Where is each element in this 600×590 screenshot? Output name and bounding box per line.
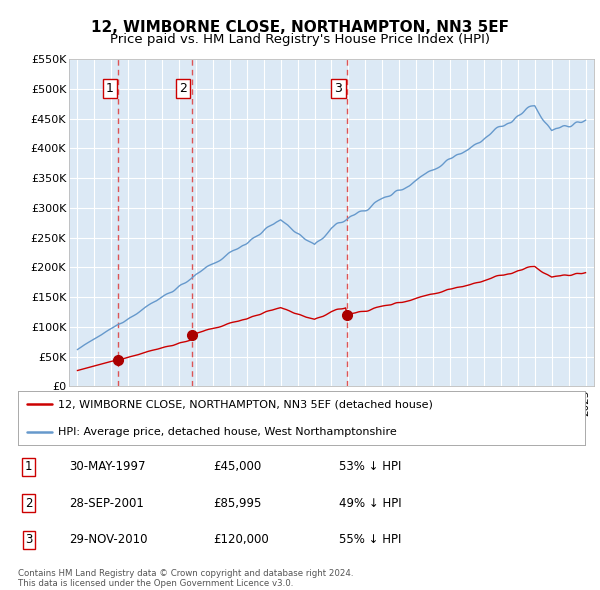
Text: 28-SEP-2001: 28-SEP-2001 bbox=[69, 497, 144, 510]
Text: 12, WIMBORNE CLOSE, NORTHAMPTON, NN3 5EF: 12, WIMBORNE CLOSE, NORTHAMPTON, NN3 5EF bbox=[91, 20, 509, 35]
Text: 29-NOV-2010: 29-NOV-2010 bbox=[69, 533, 148, 546]
Text: 2: 2 bbox=[25, 497, 32, 510]
Text: 30-MAY-1997: 30-MAY-1997 bbox=[69, 460, 146, 473]
Text: £120,000: £120,000 bbox=[213, 533, 269, 546]
Text: 49% ↓ HPI: 49% ↓ HPI bbox=[339, 497, 401, 510]
Text: 3: 3 bbox=[25, 533, 32, 546]
Text: 2: 2 bbox=[179, 82, 187, 95]
Text: Price paid vs. HM Land Registry's House Price Index (HPI): Price paid vs. HM Land Registry's House … bbox=[110, 33, 490, 46]
Text: 1: 1 bbox=[25, 460, 32, 473]
Text: Contains HM Land Registry data © Crown copyright and database right 2024.
This d: Contains HM Land Registry data © Crown c… bbox=[18, 569, 353, 588]
Text: 3: 3 bbox=[335, 82, 343, 95]
Text: £45,000: £45,000 bbox=[213, 460, 261, 473]
Text: HPI: Average price, detached house, West Northamptonshire: HPI: Average price, detached house, West… bbox=[58, 427, 397, 437]
Text: £85,995: £85,995 bbox=[213, 497, 262, 510]
Text: 55% ↓ HPI: 55% ↓ HPI bbox=[339, 533, 401, 546]
Text: 53% ↓ HPI: 53% ↓ HPI bbox=[339, 460, 401, 473]
Text: 1: 1 bbox=[106, 82, 114, 95]
Text: 12, WIMBORNE CLOSE, NORTHAMPTON, NN3 5EF (detached house): 12, WIMBORNE CLOSE, NORTHAMPTON, NN3 5EF… bbox=[58, 399, 433, 409]
